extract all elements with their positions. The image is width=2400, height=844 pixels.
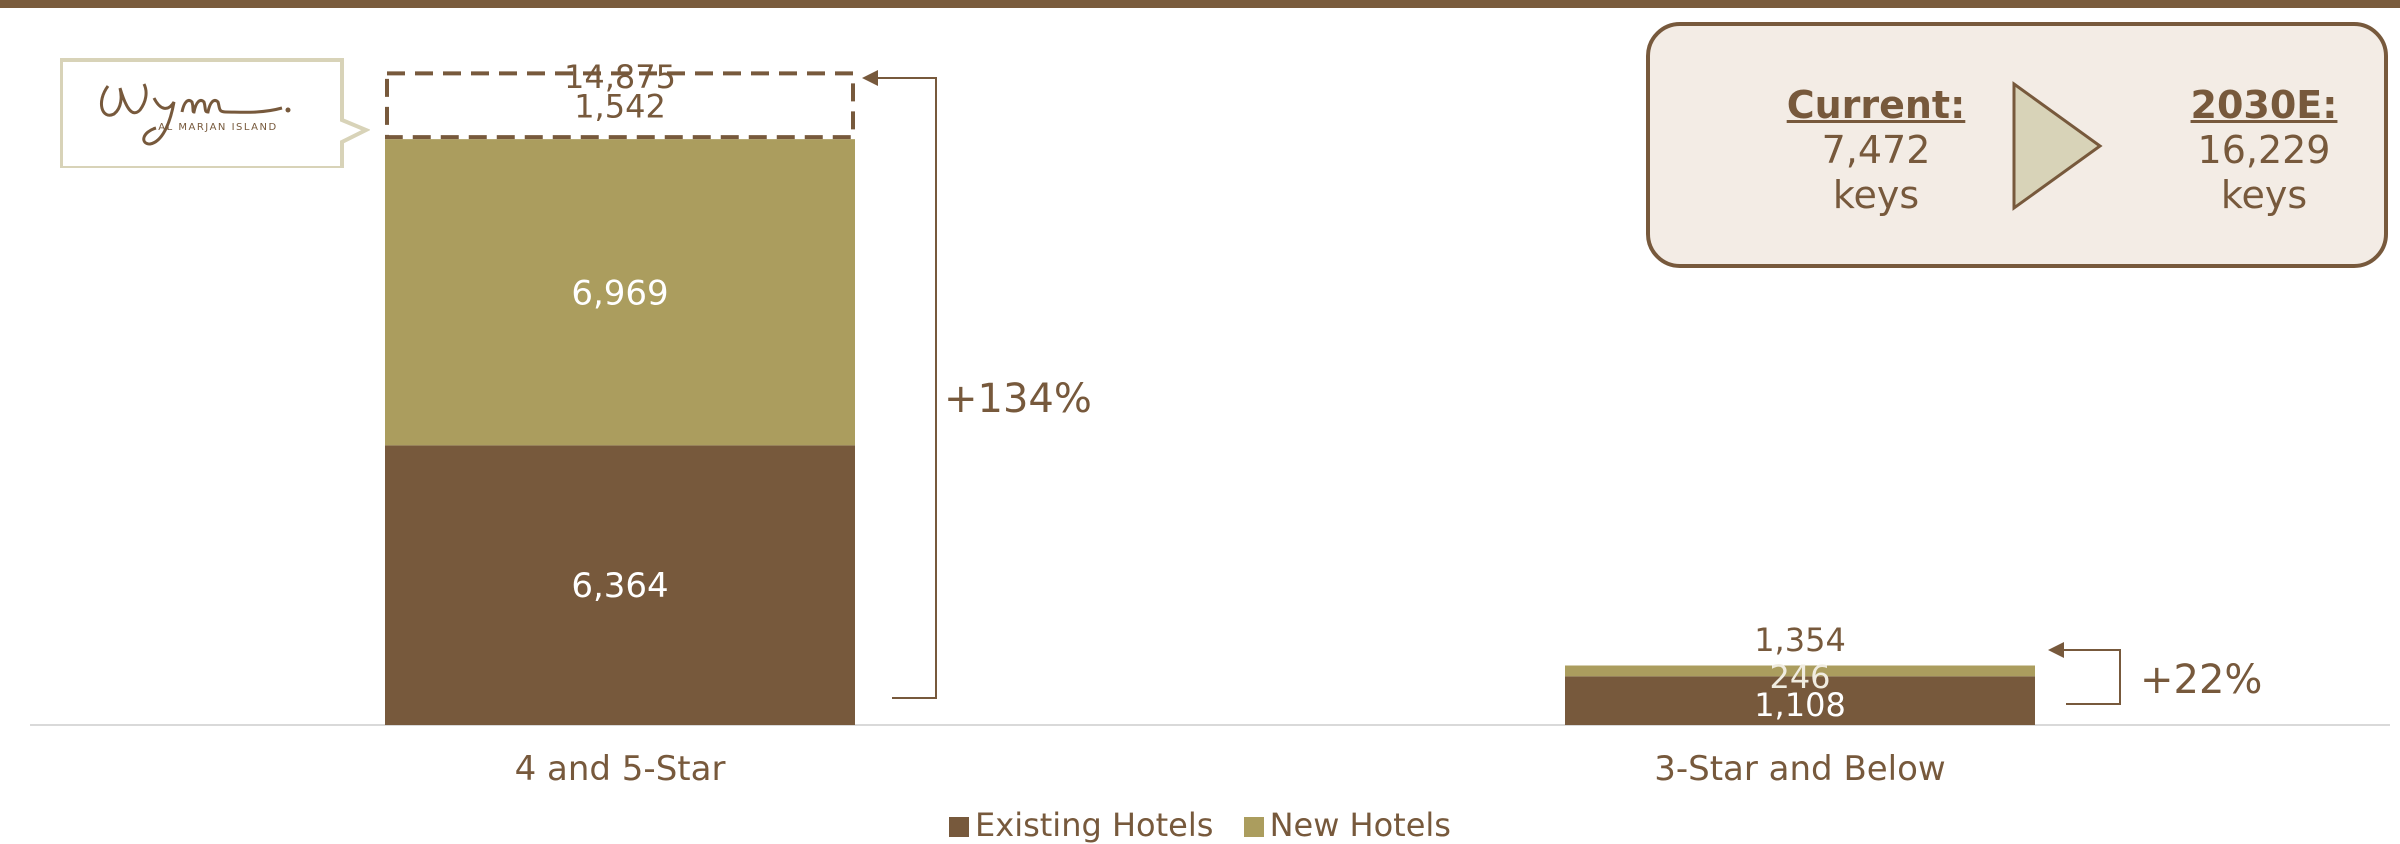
wynn-logo-graphic: AL MARJAN ISLAND (59, 58, 371, 170)
bar-new-1 (1565, 665, 2035, 677)
legend-item-existing: Existing Hotels (949, 808, 1213, 842)
bar-new-label-0: 6,969 (571, 273, 668, 313)
growth-arrowhead-0 (862, 70, 878, 86)
x-tick-label-0: 4 and 5-Star (515, 749, 726, 789)
current-keys: Current: 7,472 keys (1746, 82, 2006, 218)
current-value: 7,472 (1821, 128, 1931, 172)
bar-planned-outline-0 (385, 71, 855, 140)
wynn-logo: AL MARJAN ISLAND (59, 58, 371, 172)
play-arrow-icon (2012, 81, 2103, 211)
bar-existing-1 (1565, 676, 2035, 725)
bar-new-label-1: 246 (1769, 658, 1830, 696)
bar-new-0 (385, 139, 855, 446)
growth-arrowhead-1 (2048, 642, 2064, 658)
growth-bracket-0 (876, 77, 937, 699)
future-unit: keys (2220, 173, 2308, 217)
key-count-callout: Current: 7,472 keys 2030E: 16,229 keys (1646, 22, 2388, 268)
x-tick-label-1: 3-Star and Below (1654, 749, 1946, 789)
future-keys: 2030E: 16,229 keys (2134, 82, 2394, 218)
legend-item-new: New Hotels (1243, 806, 1451, 844)
total-label-1: 1,354 (1754, 621, 1846, 659)
growth-label-0: +134% (944, 376, 1092, 422)
top-accent-bar (0, 0, 2400, 8)
growth-label-1: +22% (2140, 657, 2262, 703)
logo-subtitle: AL MARJAN ISLAND (158, 122, 277, 133)
legend-label-existing: Existing Hotels (975, 806, 1214, 844)
total-label-0: 14,875 (564, 58, 676, 96)
future-label: 2030E: (2190, 83, 2338, 127)
future-value: 16,229 (2197, 128, 2331, 172)
bar-existing-label-1: 1,108 (1754, 686, 1846, 724)
bar-planned-label-0: 1,542 (574, 87, 666, 125)
current-label: Current: (1786, 83, 1966, 127)
legend-swatch-existing (949, 817, 970, 837)
legend-swatch-new (1243, 817, 1264, 837)
chart-legend: Existing Hotels New Hotels (0, 808, 2400, 842)
current-unit: keys (1832, 173, 1920, 217)
growth-bracket-1 (2062, 649, 2121, 705)
bar-existing-label-0: 6,364 (571, 566, 668, 606)
legend-label-new: New Hotels (1269, 806, 1451, 844)
bar-existing-0 (385, 445, 855, 725)
